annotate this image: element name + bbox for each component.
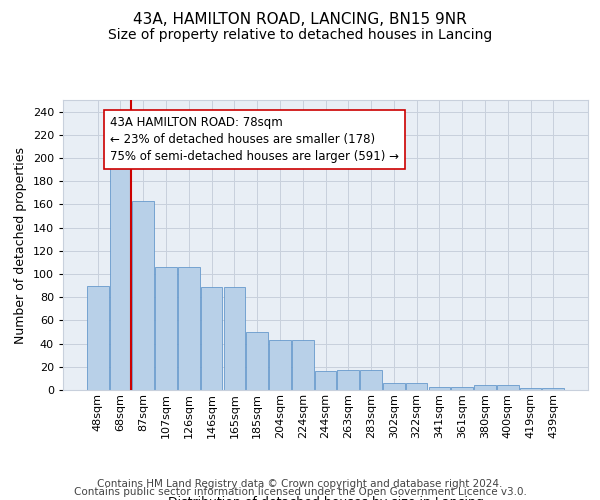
Text: 43A, HAMILTON ROAD, LANCING, BN15 9NR: 43A, HAMILTON ROAD, LANCING, BN15 9NR [133, 12, 467, 28]
Bar [155, 267, 177, 390]
Bar [474, 386, 496, 390]
Y-axis label: Number of detached properties: Number of detached properties [14, 146, 27, 344]
Bar [428, 386, 450, 390]
Text: Contains public sector information licensed under the Open Government Licence v3: Contains public sector information licen… [74, 487, 526, 497]
Bar [451, 386, 473, 390]
Bar [520, 388, 541, 390]
Bar [497, 386, 518, 390]
Text: 43A HAMILTON ROAD: 78sqm
← 23% of detached houses are smaller (178)
75% of semi-: 43A HAMILTON ROAD: 78sqm ← 23% of detach… [110, 116, 399, 163]
Bar [406, 383, 427, 390]
Text: Size of property relative to detached houses in Lancing: Size of property relative to detached ho… [108, 28, 492, 42]
Bar [292, 340, 314, 390]
Text: Contains HM Land Registry data © Crown copyright and database right 2024.: Contains HM Land Registry data © Crown c… [97, 479, 503, 489]
Bar [314, 372, 337, 390]
X-axis label: Distribution of detached houses by size in Lancing: Distribution of detached houses by size … [167, 496, 484, 500]
Bar [383, 383, 404, 390]
Bar [224, 287, 245, 390]
Bar [337, 370, 359, 390]
Bar [133, 201, 154, 390]
Bar [269, 340, 291, 390]
Bar [178, 267, 200, 390]
Bar [87, 286, 109, 390]
Bar [110, 158, 131, 390]
Bar [247, 332, 268, 390]
Bar [542, 388, 564, 390]
Bar [201, 287, 223, 390]
Bar [360, 370, 382, 390]
